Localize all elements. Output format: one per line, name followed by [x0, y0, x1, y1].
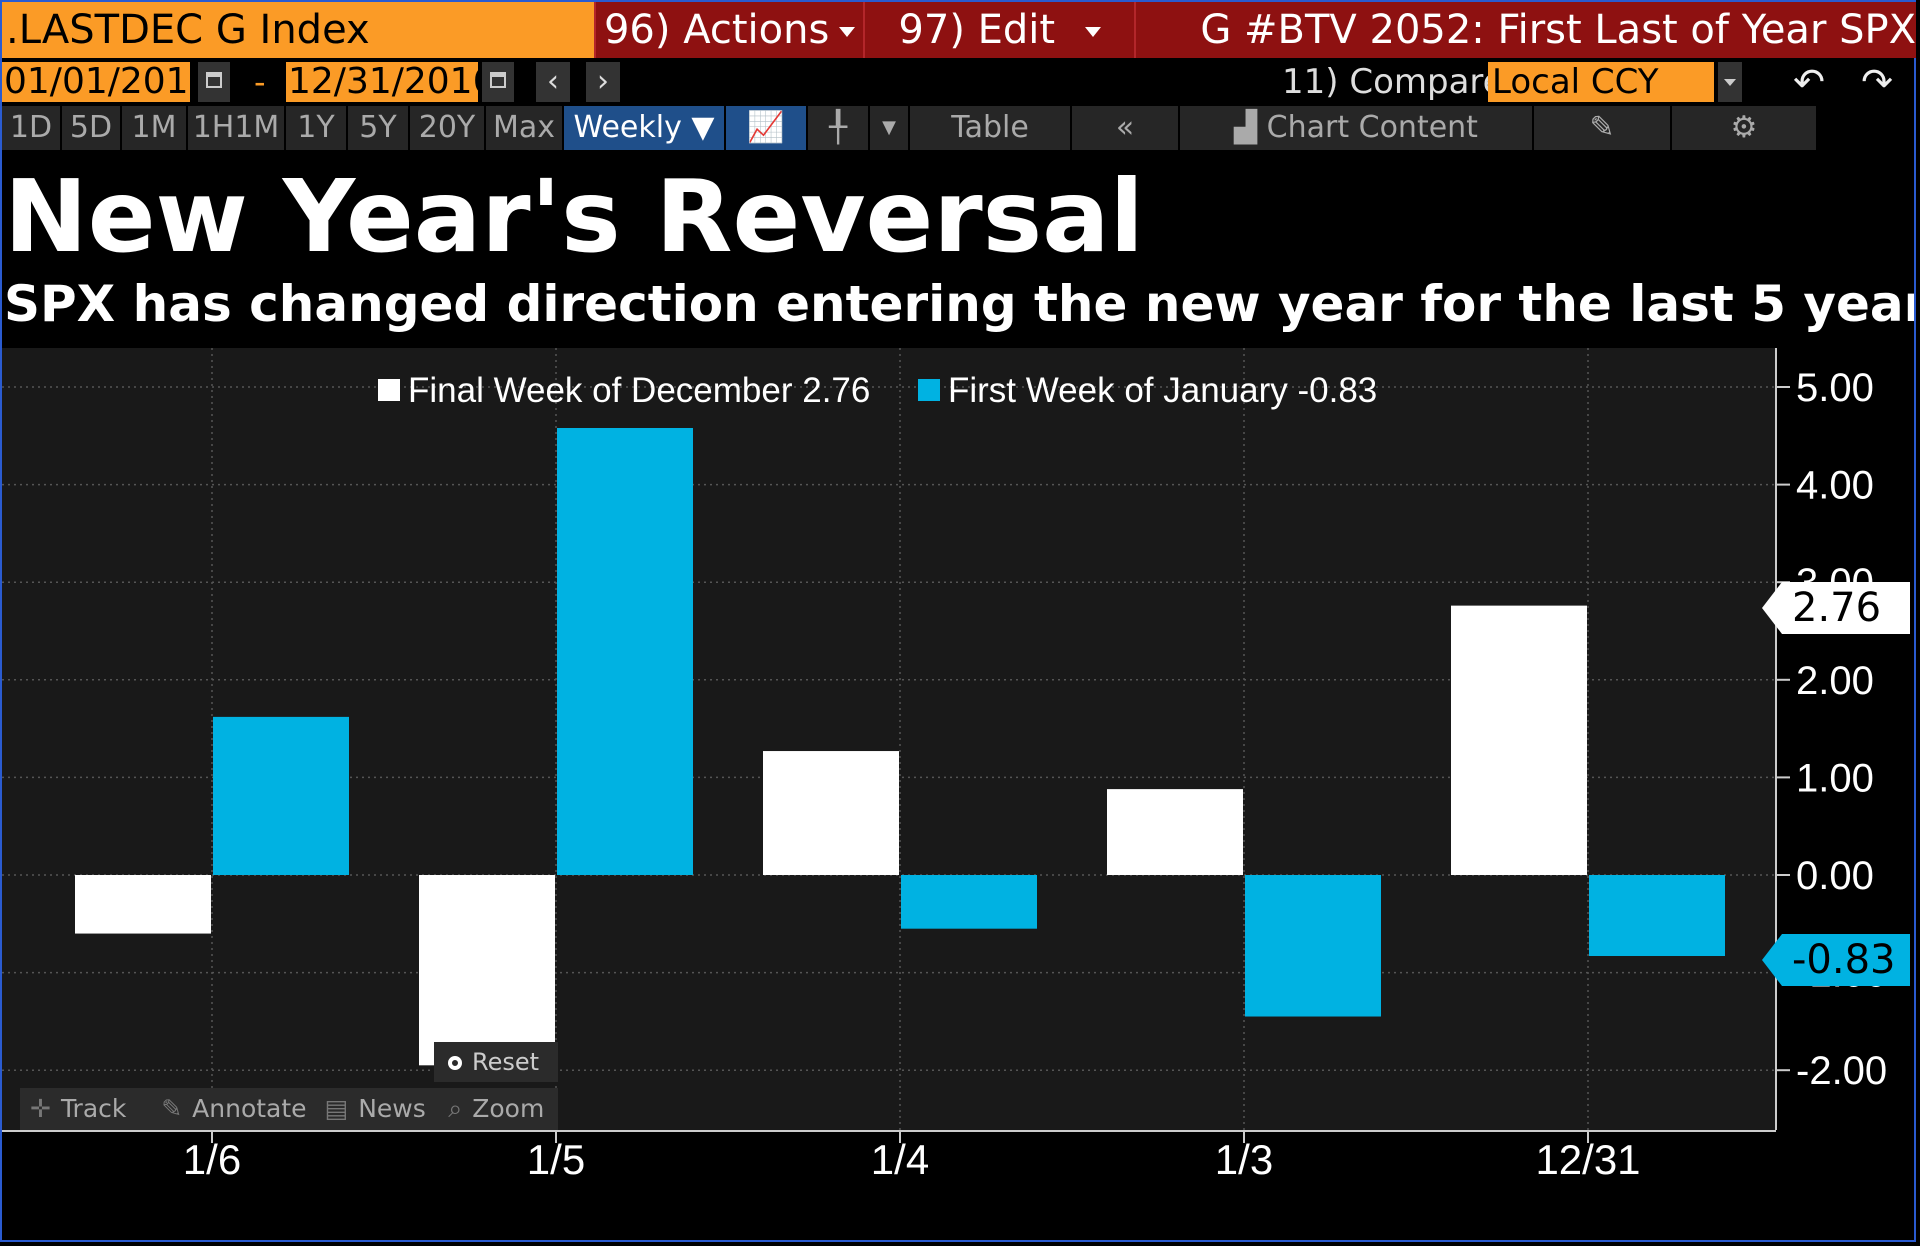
chart-content-button[interactable]: ▟ Chart Content	[1180, 106, 1532, 150]
edit-menu[interactable]: 97) Edit	[863, 2, 1135, 58]
y-axis: 5.004.003.002.001.000.00-1.00-2.00	[1776, 366, 1887, 1093]
y-tick-label: 0.00	[1796, 854, 1874, 898]
last-value-tag-january: -0.83	[1762, 934, 1910, 986]
chevron-down-icon	[839, 27, 856, 37]
undo-icon[interactable]: ↶	[1793, 60, 1825, 104]
track-button[interactable]: ✛ Track	[20, 1088, 150, 1130]
news-icon: ▤	[324, 1094, 349, 1123]
bars	[75, 427, 1725, 1066]
news-button[interactable]: ▤ News	[314, 1088, 437, 1130]
legend: Final Week of December 2.76 First Week of…	[378, 371, 1377, 410]
next-period-button[interactable]: ›	[586, 62, 620, 102]
frequency-label: Weekly	[573, 110, 682, 145]
legend-label: Final Week of December 2.76	[408, 371, 870, 410]
frequency-select[interactable]: Weekly ▼	[564, 106, 724, 150]
bar-chart[interactable]: Final Week of December 2.76 First Week of…	[0, 346, 1920, 1246]
chart-content-icon: ▟	[1234, 110, 1258, 145]
bar-january	[1589, 875, 1725, 957]
period-1h1m-button[interactable]: 1H1M	[188, 106, 284, 150]
actions-label: 96) Actions	[603, 7, 830, 53]
zoom-button[interactable]: ⌕ Zoom	[438, 1088, 558, 1130]
calendar-icon[interactable]	[198, 62, 230, 102]
chart-tools-bar: ✛ Track ✎ Annotate ▤ News ⌕ Zoom	[20, 1088, 558, 1130]
calendar-icon[interactable]	[482, 62, 514, 102]
reset-button[interactable]: Reset	[434, 1042, 558, 1082]
bar-december	[1107, 789, 1243, 875]
bar-january	[901, 875, 1037, 929]
start-date-input[interactable]: 01/01/2012	[2, 61, 212, 102]
currency-select[interactable]: Local CCY	[1488, 62, 1714, 102]
news-label: News	[358, 1094, 426, 1123]
chevron-down-icon[interactable]	[1718, 62, 1742, 102]
bar-january	[557, 427, 693, 875]
legend-swatch	[378, 379, 400, 401]
date-range-bar: 01/01/2012 - 12/31/2016 ‹ › 11) Compare …	[2, 60, 1916, 104]
actions-menu[interactable]: 96) Actions	[594, 2, 864, 58]
bar-december	[419, 875, 555, 1066]
y-tick-label: 1.00	[1796, 756, 1874, 800]
end-date-input[interactable]: 12/31/2016	[286, 61, 496, 102]
annotate-label: Annotate	[192, 1094, 307, 1123]
crosshair-icon: ✛	[30, 1094, 51, 1123]
page-title: New Year's Reversal	[4, 158, 1144, 275]
chevron-down-icon[interactable]: ▼	[870, 106, 908, 150]
x-tick-label: 1/5	[527, 1136, 585, 1183]
chart-toolbar: 1D 5D 1M 1H1M 1Y 5Y 20Y Max Weekly ▼ 📈 ╀…	[2, 106, 1916, 150]
pencil-icon: ✎	[161, 1094, 183, 1123]
line-chart-icon[interactable]: 📈	[726, 106, 806, 150]
x-tick-label: 1/6	[183, 1136, 241, 1183]
prev-period-button[interactable]: ‹	[536, 62, 570, 102]
chart-content-label: Chart Content	[1266, 110, 1478, 145]
zoom-label: Zoom	[472, 1094, 545, 1123]
reset-label: Reset	[472, 1048, 540, 1076]
legend-label: First Week of January -0.83	[948, 371, 1377, 410]
bar-style-icon[interactable]: ╀	[808, 106, 868, 150]
title-bar: .LASTDEC G Index 96) Actions 97) Edit G …	[2, 2, 1917, 58]
chart-title-field: G #BTV 2052: First Last of Year SPX	[1134, 2, 1917, 58]
period-1m-button[interactable]: 1M	[122, 106, 186, 150]
y-tick-label: 2.00	[1796, 659, 1874, 703]
compare-label[interactable]: 11) Compare	[1282, 62, 1504, 102]
collapse-icon[interactable]: «	[1072, 106, 1178, 150]
bar-december	[1451, 605, 1587, 875]
page-subtitle: SPX has changed direction entering the n…	[4, 275, 1914, 333]
radio-icon	[448, 1056, 462, 1070]
edit-pencil-icon[interactable]: ✎	[1534, 106, 1670, 150]
gear-icon[interactable]: ⚙	[1672, 106, 1816, 150]
x-tick-label: 12/31	[1535, 1136, 1640, 1183]
track-label: Track	[60, 1094, 127, 1123]
x-axis: 1/6 1/5 1/4 1/3 12/31	[183, 1131, 1641, 1183]
triangle-down-icon: ▼	[691, 110, 715, 145]
y-tick-label: -2.00	[1796, 1049, 1887, 1093]
period-5y-button[interactable]: 5Y	[348, 106, 408, 150]
redo-icon[interactable]: ↷	[1861, 60, 1893, 104]
x-tick-label: 1/3	[1215, 1136, 1273, 1183]
x-tick-label: 1/4	[871, 1136, 929, 1183]
chevron-down-icon	[1085, 27, 1102, 37]
bar-january	[213, 716, 349, 875]
edit-label: 97) Edit	[898, 7, 1056, 53]
y-tick-label: 4.00	[1796, 464, 1874, 508]
bar-december	[763, 751, 899, 875]
date-separator: -	[254, 63, 266, 101]
period-5d-button[interactable]: 5D	[62, 106, 120, 150]
period-1y-button[interactable]: 1Y	[286, 106, 346, 150]
ticker-field[interactable]: .LASTDEC G Index	[2, 2, 595, 58]
magnifier-icon: ⌕	[448, 1094, 463, 1123]
period-1d-button[interactable]: 1D	[2, 106, 60, 150]
bar-december	[75, 875, 211, 934]
annotate-button[interactable]: ✎ Annotate	[151, 1088, 313, 1130]
legend-swatch	[918, 379, 940, 401]
bar-january	[1245, 875, 1381, 1017]
table-button[interactable]: Table	[910, 106, 1070, 150]
period-20y-button[interactable]: 20Y	[410, 106, 484, 150]
period-max-button[interactable]: Max	[486, 106, 562, 150]
last-value-tag-december: 2.76	[1762, 582, 1910, 634]
y-tick-label: 5.00	[1796, 366, 1874, 410]
